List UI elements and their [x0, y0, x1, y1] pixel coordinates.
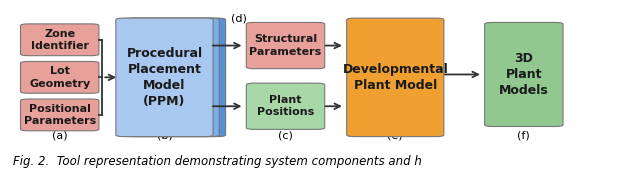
FancyBboxPatch shape — [129, 18, 226, 137]
FancyBboxPatch shape — [347, 18, 444, 137]
FancyBboxPatch shape — [246, 83, 324, 129]
Text: (d): (d) — [230, 14, 246, 24]
Text: Structural
Parameters: Structural Parameters — [250, 34, 322, 57]
FancyBboxPatch shape — [246, 22, 324, 69]
Text: (b): (b) — [157, 131, 172, 141]
FancyBboxPatch shape — [20, 99, 99, 131]
Text: (e): (e) — [387, 131, 403, 141]
Text: (a): (a) — [52, 131, 68, 141]
FancyBboxPatch shape — [484, 22, 563, 126]
Text: Procedural
Placement
Model
(PPM): Procedural Placement Model (PPM) — [126, 47, 202, 108]
Text: (f): (f) — [518, 131, 530, 141]
FancyBboxPatch shape — [20, 62, 99, 93]
FancyBboxPatch shape — [20, 24, 99, 56]
Text: 3D
Plant
Models: 3D Plant Models — [499, 52, 548, 97]
FancyBboxPatch shape — [122, 18, 220, 137]
Text: Fig. 2.  Tool representation demonstrating system components and h: Fig. 2. Tool representation demonstratin… — [13, 155, 422, 168]
Text: Plant
Positions: Plant Positions — [257, 95, 314, 117]
Text: Positional
Parameters: Positional Parameters — [24, 104, 96, 126]
Text: Developmental
Plant Model: Developmental Plant Model — [342, 63, 448, 92]
FancyBboxPatch shape — [116, 18, 213, 137]
Text: (c): (c) — [278, 131, 293, 141]
Text: Lot
Geometry: Lot Geometry — [29, 66, 90, 89]
Text: Zone
Identifier: Zone Identifier — [31, 29, 89, 51]
